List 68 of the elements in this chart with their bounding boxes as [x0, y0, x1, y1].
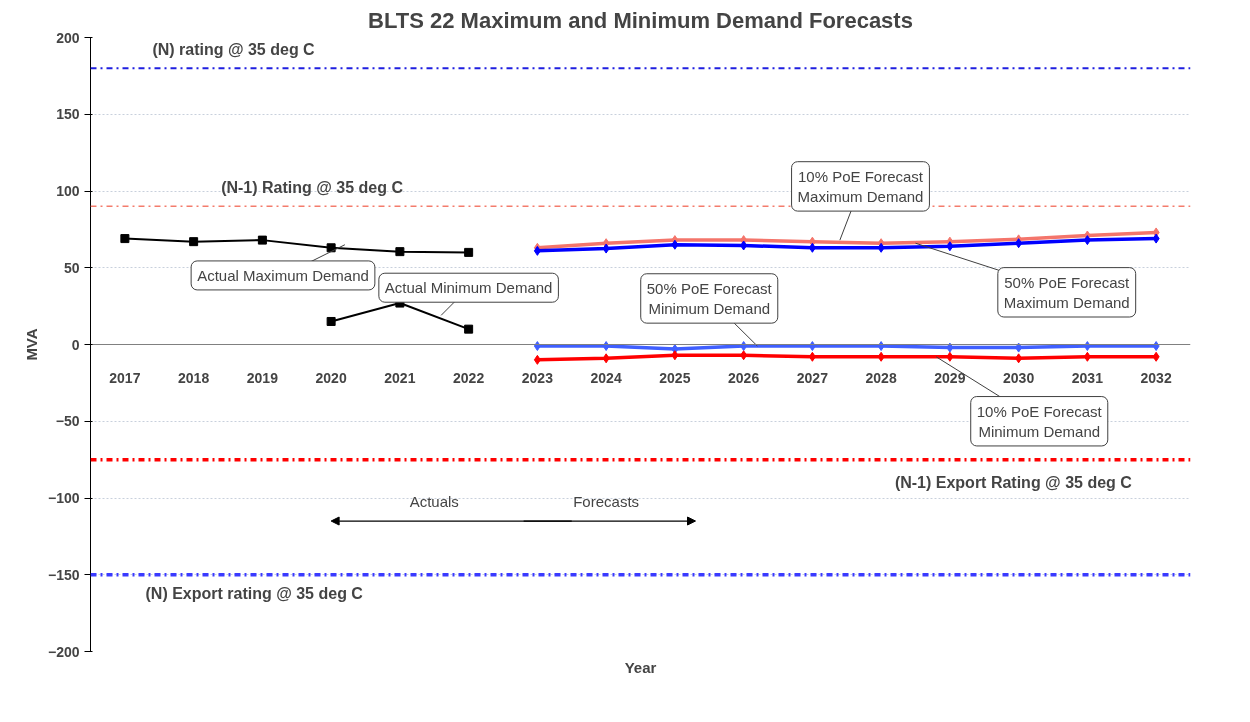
- point: [671, 239, 679, 250]
- point: [464, 247, 474, 257]
- point: [877, 351, 885, 362]
- annotation: Forecasts: [573, 492, 640, 510]
- annotation: Actuals: [409, 492, 459, 510]
- point: [946, 351, 954, 362]
- x-axis-title: Year: [624, 658, 657, 676]
- point: [1015, 238, 1023, 249]
- chart-title: BLTS 22 Maximum and Minimum Demand Forecasts: [368, 7, 913, 33]
- y-tick-label: −150: [47, 566, 80, 583]
- series-label: Actual Minimum Demand: [384, 279, 553, 297]
- point: [740, 341, 748, 352]
- x-tick-label: 2028: [865, 369, 897, 386]
- x-tick-label: 2027: [796, 369, 829, 386]
- x-tick-label: 2017: [109, 369, 141, 386]
- point: [602, 341, 610, 352]
- x-tick-label: 2026: [728, 369, 760, 386]
- point: [189, 237, 199, 247]
- x-tick-label: 2030: [1003, 369, 1035, 386]
- x-tick-label: 2024: [590, 369, 622, 386]
- x-tick-label: 2020: [315, 369, 347, 386]
- point: [877, 341, 885, 352]
- text: 10% PoE Forecast Maximum Demand: [797, 167, 924, 206]
- y-tick-label: −200: [47, 643, 80, 660]
- x-tick-label: 2032: [1140, 369, 1172, 386]
- y-tick-label: 50: [63, 259, 80, 276]
- series-label: Actual Maximum Demand: [197, 266, 369, 284]
- point: [602, 243, 610, 254]
- point: [1015, 353, 1023, 364]
- point: [877, 242, 885, 253]
- y-tick-label: 200: [56, 29, 80, 46]
- point: [533, 354, 541, 365]
- point: [1152, 341, 1160, 352]
- point: [671, 350, 679, 361]
- x-tick-label: 2029: [934, 369, 966, 386]
- ref-line-label: (N) Export rating @ 35 deg C: [145, 584, 364, 602]
- point: [1152, 233, 1160, 244]
- point: [326, 316, 336, 326]
- x-tick-label: 2023: [521, 369, 554, 386]
- x-tick-label: 2021: [384, 369, 416, 386]
- y-tick-label: 100: [56, 183, 80, 199]
- point: [1083, 235, 1091, 246]
- x-tick-label: 2031: [1071, 369, 1104, 386]
- text: 10% PoE Forecast Minimum Demand: [976, 402, 1103, 440]
- point: [946, 241, 954, 252]
- ref-line-label: (N) rating @ 35 deg C: [152, 41, 316, 59]
- x-tick-label: 2022: [453, 369, 485, 386]
- y-tick-label: 0: [71, 336, 80, 353]
- x-tick-label: 2018: [178, 369, 210, 386]
- y-tick-label: 150: [56, 106, 80, 123]
- y-tick-label: −100: [47, 490, 80, 506]
- ref-line-label: (N-1) Rating @ 35 deg C: [221, 179, 404, 197]
- point: [120, 234, 130, 244]
- point: [602, 353, 610, 364]
- point: [464, 324, 474, 334]
- x-tick-label: 2019: [246, 369, 279, 386]
- point: [395, 247, 405, 257]
- point: [808, 341, 816, 352]
- series-label: 50% PoE Forecast Minimum Demand: [646, 279, 773, 318]
- point: [1152, 351, 1160, 362]
- ref-line-label: (N-1) Export Rating @ 35 deg C: [894, 474, 1133, 492]
- y-axis-title: MVA: [22, 328, 40, 361]
- y-tick-label: −50: [55, 413, 80, 430]
- x-tick-label: 2025: [659, 369, 691, 386]
- point: [946, 342, 954, 353]
- point: [257, 235, 267, 245]
- series-label: 50% PoE Forecast Maximum Demand: [1003, 273, 1131, 312]
- point: [533, 341, 541, 352]
